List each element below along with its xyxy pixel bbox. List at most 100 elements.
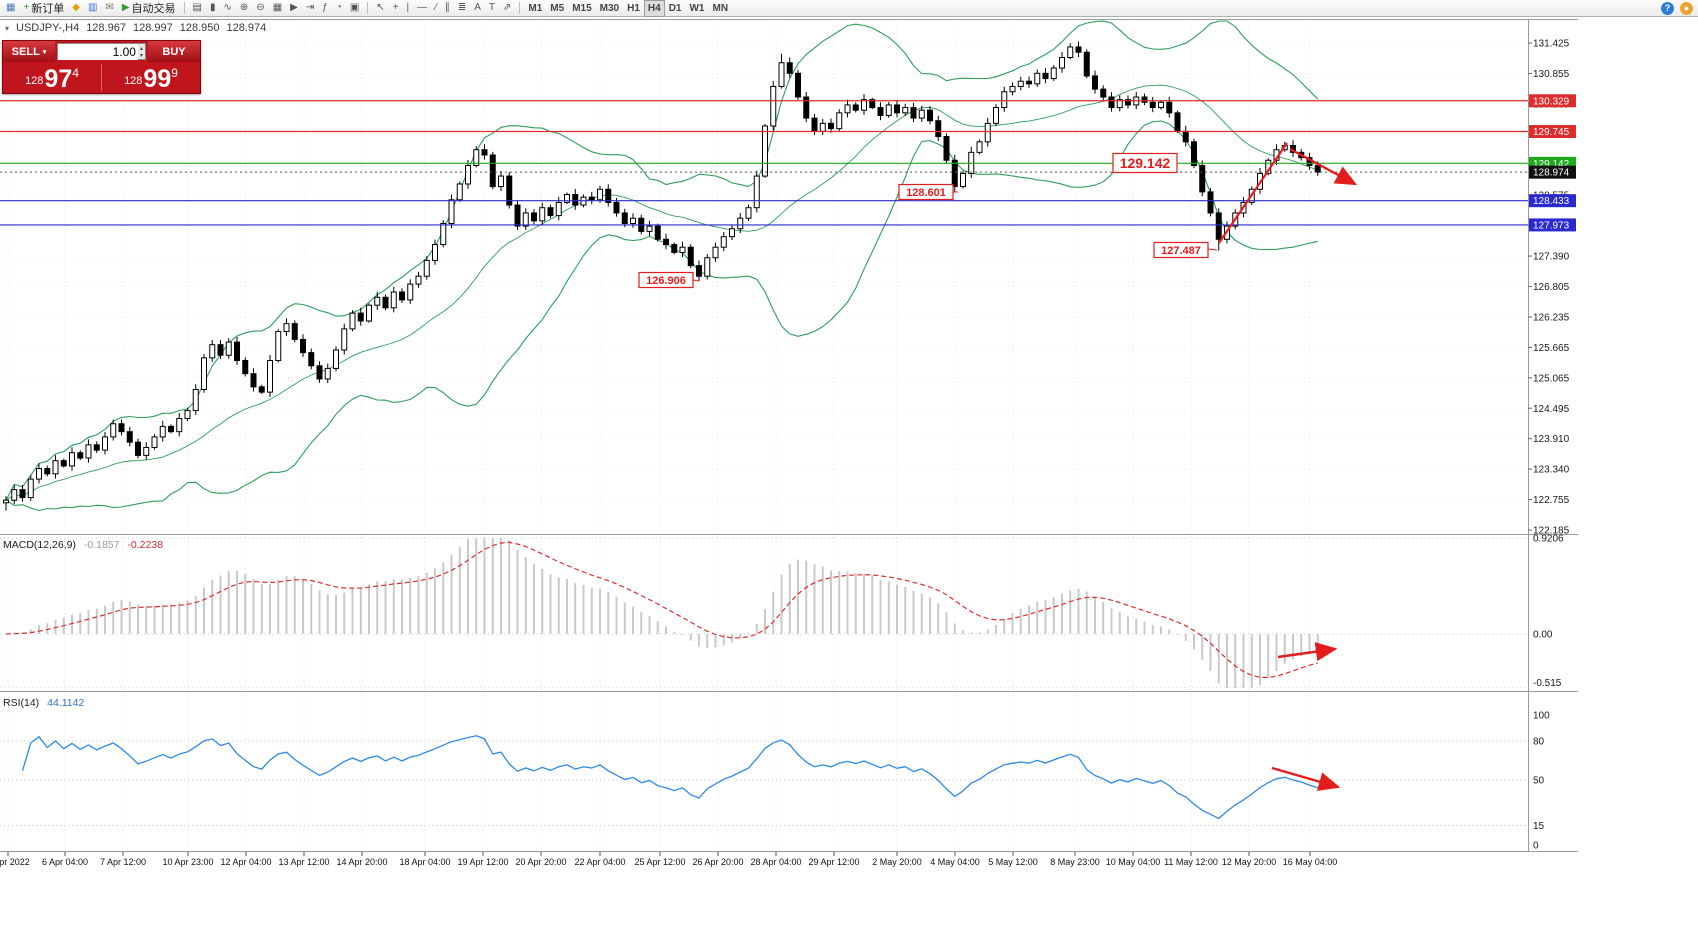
- main-chart-layer[interactable]: [0, 20, 1528, 820]
- svg-text:128.433: 128.433: [1533, 196, 1570, 207]
- svg-text:125.065: 125.065: [1533, 373, 1570, 384]
- periods-icon-glyph: ◔: [335, 2, 342, 13]
- svg-text:129.142: 129.142: [1533, 159, 1570, 170]
- zoom-in-icon[interactable]: ⊕: [236, 0, 252, 17]
- annotation-box: [1153, 241, 1209, 259]
- svg-text:25 Apr 12:00: 25 Apr 12:00: [634, 857, 685, 867]
- buy-price-pip: 9: [171, 66, 178, 80]
- candlestick-chart-icon[interactable]: ▮: [206, 0, 220, 17]
- svg-text:50: 50: [1533, 776, 1545, 787]
- auto-scroll-icon-glyph: ▶: [290, 2, 298, 13]
- svg-text:29 Apr 12:00: 29 Apr 12:00: [808, 857, 859, 867]
- auto-scroll-icon[interactable]: ▶: [286, 0, 302, 17]
- arrow-tools-icon-glyph: ⇗: [502, 2, 512, 13]
- community-icon[interactable]: ●: [1680, 1, 1693, 15]
- svg-text:122.755: 122.755: [1533, 495, 1570, 506]
- indicators-icon[interactable]: ƒ: [318, 0, 332, 17]
- periods-icon[interactable]: ◔: [332, 0, 346, 17]
- chart-window-icon-glyph: ▦: [6, 2, 16, 13]
- price-axis[interactable]: 131.425130.855130.285129.715129.145128.5…: [1528, 39, 1576, 852]
- volume-spinner[interactable]: ▴ ▾: [137, 44, 145, 59]
- channel-icon[interactable]: ∥: [441, 0, 454, 17]
- symbol-dropdown-icon[interactable]: ▾: [5, 23, 10, 33]
- price-divider: [101, 64, 102, 91]
- timeframe-m1[interactable]: M1: [524, 0, 546, 17]
- timeframe-h4-label: H4: [647, 2, 661, 14]
- bar-chart-icon[interactable]: ▤: [189, 0, 206, 17]
- alert-icon[interactable]: ◆: [68, 0, 84, 17]
- timeframe-m5[interactable]: M5: [546, 0, 568, 17]
- mailbox-icon[interactable]: ✉: [101, 0, 117, 17]
- annotation-box: [1112, 152, 1178, 174]
- tile-windows-icon[interactable]: ▦: [269, 0, 286, 17]
- market-watch-icon[interactable]: ▥: [84, 0, 101, 17]
- svg-text:5 Apr 2022: 5 Apr 2022: [0, 857, 30, 867]
- trendline-icon[interactable]: ∕: [431, 0, 441, 17]
- auto-trading-button[interactable]: ▶ 自动交易: [118, 0, 180, 17]
- svg-text:126.235: 126.235: [1533, 312, 1570, 323]
- svg-text:126.805: 126.805: [1533, 282, 1570, 293]
- fibonacci-icon[interactable]: ≣: [454, 0, 470, 17]
- mailbox-icon-glyph: ✉: [105, 2, 114, 13]
- chart-shift-icon[interactable]: ⇥: [302, 0, 318, 17]
- bollinger-upper: [5, 20, 1319, 501]
- timeframe-m15-label: M15: [572, 2, 592, 14]
- arrow-annotation: [1271, 766, 1341, 791]
- arrow-annotation: [1277, 642, 1338, 662]
- macd-name: MACD(12,26,9): [3, 539, 76, 551]
- volume-input[interactable]: [58, 43, 138, 60]
- timeframe-m30[interactable]: M30: [596, 0, 623, 17]
- line-chart-icon[interactable]: ∿: [220, 0, 236, 17]
- svg-text:22 Apr 04:00: 22 Apr 04:00: [574, 857, 625, 867]
- chart-ohlc-header: ▾ USDJPY-,H4 128.967 128.997 128.950 128…: [5, 22, 266, 34]
- arrow-annotation: [1289, 147, 1358, 186]
- sell-price[interactable]: 128 97 4: [3, 62, 101, 93]
- zoom-out-icon[interactable]: ⊖: [252, 0, 268, 17]
- arrow-tools-icon[interactable]: ⇗: [499, 0, 515, 17]
- chart-shift-icon-glyph: ⇥: [305, 2, 315, 13]
- svg-text:12 Apr 04:00: 12 Apr 04:00: [220, 857, 271, 867]
- alert-icon-glyph: ◆: [72, 2, 80, 13]
- chart-window-icon[interactable]: ▦: [2, 0, 19, 17]
- sell-price-prefix: 128: [25, 75, 44, 87]
- cursor-icon[interactable]: ↖: [372, 0, 388, 17]
- svg-text:-0.515: -0.515: [1533, 678, 1562, 689]
- text-icon-glyph: A: [474, 2, 481, 13]
- crosshair-icon[interactable]: +: [389, 0, 403, 17]
- sell-button[interactable]: SELL ▾: [3, 41, 55, 62]
- text-icon[interactable]: A: [470, 0, 485, 17]
- buy-price[interactable]: 128 99 9: [102, 62, 200, 93]
- text-label-icon[interactable]: T: [485, 0, 499, 17]
- vertical-line-icon[interactable]: |: [403, 0, 414, 17]
- new-order-button[interactable]: + 新订单: [19, 0, 68, 17]
- auto-trading-button-glyph: ▶: [121, 2, 130, 13]
- new-order-button-glyph: +: [23, 2, 30, 13]
- sell-price-big: 97: [44, 65, 73, 93]
- macd-signal-value: -0.2238: [127, 539, 164, 551]
- horizontal-line-icon[interactable]: —: [413, 0, 431, 17]
- timeframe-w1[interactable]: W1: [685, 0, 708, 17]
- timeframe-m15[interactable]: M15: [568, 0, 595, 17]
- help-icon[interactable]: ?: [1661, 1, 1674, 15]
- line-chart-icon-glyph: ∿: [223, 2, 232, 13]
- svg-text:0.00: 0.00: [1533, 630, 1553, 641]
- timeframe-d1[interactable]: D1: [665, 0, 686, 17]
- svg-text:16 May 04:00: 16 May 04:00: [1283, 857, 1338, 867]
- timeframe-mn[interactable]: MN: [708, 0, 732, 17]
- timeframe-h4[interactable]: H4: [643, 0, 665, 17]
- templates-icon[interactable]: ▣: [346, 0, 363, 17]
- crosshair-icon-glyph: +: [392, 2, 399, 13]
- rsi-value: 44.1142: [47, 697, 85, 709]
- candlestick-chart-icon-glyph: ▮: [210, 2, 216, 13]
- rsi-line: [21, 735, 1318, 820]
- svg-text:13 Apr 12:00: 13 Apr 12:00: [278, 857, 329, 867]
- time-axis[interactable]: 5 Apr 2022 6 Apr 04:00 7 Apr 12:00 10 Apr 2…: [0, 852, 1337, 867]
- grid-layer: [0, 19, 1578, 852]
- macd-signal-line: [5, 541, 1318, 679]
- timeframe-h1[interactable]: H1: [623, 0, 644, 17]
- buy-price-big: 99: [143, 65, 172, 93]
- svg-text:2 May 20:00: 2 May 20:00: [872, 857, 922, 867]
- buy-button[interactable]: BUY: [148, 41, 200, 62]
- timeframe-h1-label: H1: [627, 2, 640, 14]
